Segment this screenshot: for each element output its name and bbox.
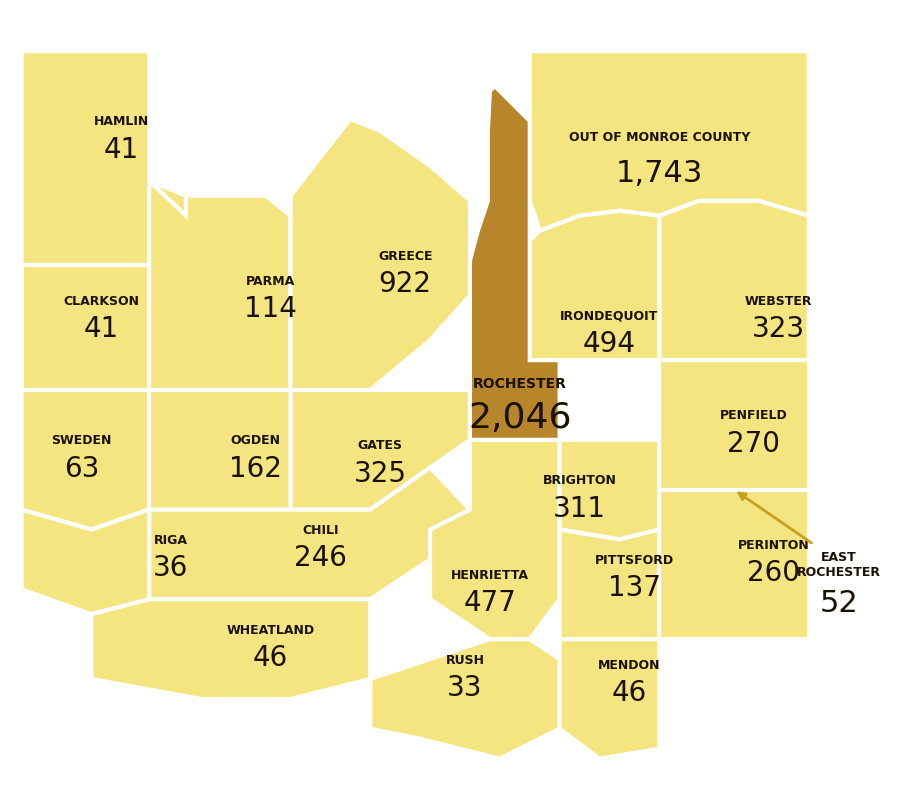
Text: 33: 33 <box>447 674 483 702</box>
Text: OUT OF MONROE COUNTY: OUT OF MONROE COUNTY <box>569 131 750 144</box>
Polygon shape <box>559 440 659 539</box>
Text: RIGA: RIGA <box>154 534 188 547</box>
Polygon shape <box>559 639 659 758</box>
Text: PARMA: PARMA <box>246 275 295 288</box>
Text: 63: 63 <box>64 455 99 483</box>
Text: 2,046: 2,046 <box>468 401 571 435</box>
Text: 114: 114 <box>244 295 297 323</box>
Text: SWEDEN: SWEDEN <box>51 434 112 447</box>
Text: IRONDEQUOIT: IRONDEQUOIT <box>560 310 659 323</box>
Text: ROCHESTER: ROCHESTER <box>473 377 567 391</box>
Polygon shape <box>659 490 809 639</box>
Polygon shape <box>22 51 186 265</box>
Text: 260: 260 <box>748 560 801 587</box>
Text: 494: 494 <box>583 330 636 358</box>
Polygon shape <box>470 86 620 440</box>
Polygon shape <box>530 51 809 231</box>
Text: CHILI: CHILI <box>303 524 339 537</box>
Text: PENFIELD: PENFIELD <box>720 410 788 422</box>
Text: GATES: GATES <box>357 440 403 452</box>
Text: WHEATLAND: WHEATLAND <box>227 623 314 637</box>
Text: HENRIETTA: HENRIETTA <box>451 569 529 582</box>
Polygon shape <box>559 530 659 639</box>
Text: OGDEN: OGDEN <box>230 434 281 447</box>
Polygon shape <box>149 390 291 509</box>
Text: 1,743: 1,743 <box>616 159 703 188</box>
Text: 36: 36 <box>154 554 188 582</box>
Text: WEBSTER: WEBSTER <box>745 295 813 308</box>
Text: 922: 922 <box>378 270 431 298</box>
Text: 162: 162 <box>229 455 282 483</box>
Polygon shape <box>430 440 559 639</box>
Text: EAST
ROCHESTER: EAST ROCHESTER <box>797 551 881 579</box>
Text: 41: 41 <box>84 316 119 343</box>
Text: 323: 323 <box>752 316 805 343</box>
Text: 46: 46 <box>253 644 288 672</box>
Text: 246: 246 <box>294 545 347 572</box>
Text: GREECE: GREECE <box>377 250 432 263</box>
Polygon shape <box>91 599 370 699</box>
Text: PITTSFORD: PITTSFORD <box>595 554 674 567</box>
Text: 325: 325 <box>354 460 407 487</box>
Text: 270: 270 <box>728 430 781 458</box>
Polygon shape <box>291 390 470 509</box>
Polygon shape <box>659 201 809 360</box>
Text: MENDON: MENDON <box>598 659 661 671</box>
Polygon shape <box>659 360 809 490</box>
Polygon shape <box>149 468 470 599</box>
Text: 311: 311 <box>553 495 606 523</box>
Text: 46: 46 <box>611 679 647 707</box>
Text: BRIGHTON: BRIGHTON <box>543 474 617 487</box>
Polygon shape <box>149 181 291 390</box>
Text: 41: 41 <box>103 136 139 164</box>
Text: RUSH: RUSH <box>445 654 484 666</box>
Text: CLARKSON: CLARKSON <box>63 295 139 308</box>
Polygon shape <box>22 509 149 614</box>
Text: 137: 137 <box>608 575 661 602</box>
Polygon shape <box>530 210 659 360</box>
Polygon shape <box>22 390 149 530</box>
Polygon shape <box>291 119 470 390</box>
Text: 52: 52 <box>819 589 858 618</box>
Text: HAMLIN: HAMLIN <box>93 115 149 129</box>
Polygon shape <box>22 265 149 390</box>
Text: 477: 477 <box>463 590 516 617</box>
Text: PERINTON: PERINTON <box>738 539 810 552</box>
Polygon shape <box>370 639 559 758</box>
